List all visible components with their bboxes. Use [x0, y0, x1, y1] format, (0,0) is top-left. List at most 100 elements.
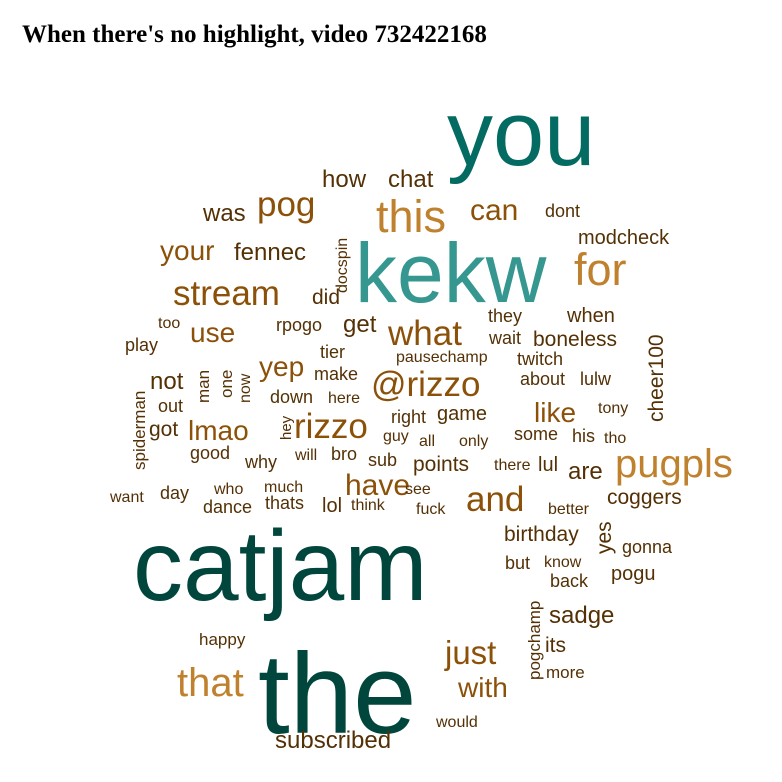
- word-and-12: and: [466, 480, 524, 519]
- word-points-38: points: [413, 453, 469, 476]
- word-now-55: now: [237, 373, 254, 403]
- word-better-90: better: [548, 501, 590, 518]
- word-tier-49: tier: [320, 342, 345, 362]
- word-his-68: his: [572, 426, 595, 446]
- word-gonna-93: gonna: [622, 537, 673, 557]
- word-lol-86: lol: [322, 495, 342, 517]
- word-tho-69: tho: [604, 430, 626, 447]
- word-sadge-30: sadge: [549, 602, 614, 629]
- word-like-21: like: [534, 397, 576, 428]
- word-much-81: much: [264, 479, 303, 496]
- word-lulw-58: lulw: [580, 369, 612, 389]
- word-not-28: not: [150, 368, 184, 395]
- word-who-80: who: [213, 481, 243, 498]
- word-can-14: can: [470, 194, 518, 227]
- word-what-9: what: [387, 314, 462, 353]
- word-get-27: get: [343, 311, 377, 338]
- word-with-22: with: [457, 672, 508, 703]
- word-day-83: day: [160, 483, 189, 503]
- word-think-87: think: [351, 497, 386, 514]
- word-rpogo-44: rpogo: [276, 315, 322, 335]
- word-this-4: this: [376, 191, 446, 242]
- chart-title: When there's no highlight, video 7324221…: [22, 21, 487, 48]
- word-did-34: did: [312, 286, 340, 309]
- word-make-56: make: [314, 364, 358, 384]
- word-subscribed-31: subscribed: [275, 727, 391, 754]
- word-that-7: that: [177, 661, 244, 705]
- word-lul-79: lul: [538, 454, 558, 476]
- word-stream-8: stream: [173, 274, 280, 313]
- word-modcheck-41: modcheck: [578, 227, 670, 249]
- word-you-0: you: [447, 83, 595, 185]
- word-birthday-36: birthday: [504, 523, 579, 546]
- word-twitch-52: twitch: [517, 349, 563, 369]
- word-coggers-37: coggers: [607, 486, 682, 509]
- word-why-74: why: [244, 452, 277, 472]
- word-boneless-32: boneless: [533, 328, 617, 351]
- word-one-54: one: [217, 370, 236, 398]
- word-are-29: are: [568, 458, 603, 485]
- word-wait-50: wait: [488, 328, 521, 348]
- word-spiderman-59: spiderman: [130, 391, 149, 470]
- word-more-97: more: [546, 663, 585, 682]
- word-hey-66: hey: [278, 415, 295, 440]
- word-yes-39: yes: [593, 521, 616, 554]
- word-there-78: there: [494, 457, 531, 474]
- word-was-23: was: [202, 200, 246, 227]
- word-docspin-43: docspin: [334, 238, 351, 293]
- word-for-5: for: [574, 244, 627, 295]
- word-man-53: man: [194, 370, 213, 403]
- word-pogchamp-96: pogchamp: [525, 601, 544, 680]
- word-chat-25: chat: [388, 166, 434, 193]
- word-lmao-20: lmao: [188, 415, 249, 446]
- word-down-61: down: [270, 387, 313, 407]
- word-some-67: some: [514, 424, 558, 444]
- word-out-60: out: [158, 396, 183, 416]
- word-game-64: game: [437, 403, 487, 425]
- word-happy-98: happy: [199, 630, 246, 649]
- word-play-48: play: [125, 335, 158, 355]
- word-pog-13: pog: [257, 185, 315, 224]
- word-will-75: will: [294, 447, 317, 464]
- word-kekw-1: kekw: [355, 226, 547, 320]
- word-all-71: all: [419, 433, 435, 450]
- word-see-88: see: [405, 481, 431, 498]
- word-use-18: use: [190, 317, 235, 348]
- word-want-82: want: [109, 489, 144, 506]
- word-just-16: just: [444, 634, 496, 671]
- word-guy-70: guy: [383, 428, 409, 445]
- word-here-62: here: [328, 390, 360, 407]
- word-catjam-2: catjam: [133, 510, 428, 622]
- word-would-99: would: [435, 714, 478, 731]
- word-dont-42: dont: [545, 201, 580, 221]
- word-good-73: good: [190, 443, 230, 463]
- word-yep-19: yep: [259, 351, 304, 382]
- word-know-92: know: [544, 554, 582, 571]
- word-sub-77: sub: [368, 450, 397, 470]
- word-rizzo-10: @rizzo: [371, 365, 480, 404]
- word-right-63: right: [391, 407, 426, 427]
- word-bro-76: bro: [331, 444, 357, 464]
- word-back-94: back: [550, 571, 589, 591]
- word-have-15: have: [345, 469, 410, 502]
- word-when-46: when: [566, 305, 615, 327]
- word-your-17: your: [160, 235, 214, 266]
- word-too-47: too: [158, 315, 180, 332]
- word-thats-85: thats: [265, 493, 304, 513]
- word-pausechamp-51: pausechamp: [396, 349, 488, 366]
- word-pogu-95: pogu: [611, 563, 656, 585]
- word-got-35: got: [149, 418, 178, 441]
- word-tony-65: tony: [598, 400, 628, 417]
- word-its-40: its: [545, 634, 566, 657]
- word-rizzo-11: rizzo: [294, 407, 368, 446]
- word-pugpls-6: pugpls: [615, 442, 733, 486]
- word-dance-84: dance: [203, 497, 252, 517]
- word-but-91: but: [505, 553, 530, 573]
- word-only-72: only: [459, 433, 488, 450]
- word-fennec-26: fennec: [234, 239, 306, 266]
- word-fuck-89: fuck: [416, 501, 446, 518]
- word-the-3: the: [258, 631, 416, 758]
- word-about-57: about: [520, 369, 565, 389]
- word-they-45: they: [488, 306, 522, 326]
